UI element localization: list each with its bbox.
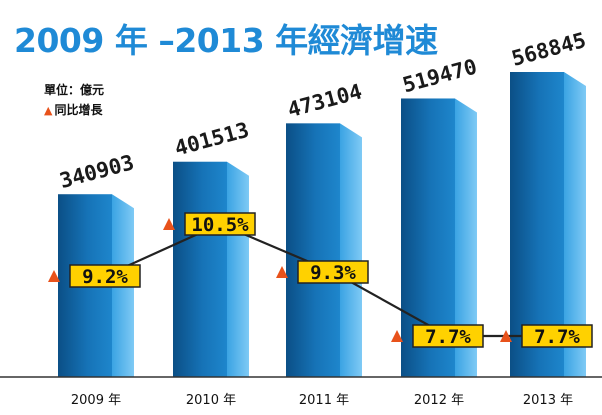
- x-tick-label-4: 2013 年: [523, 393, 573, 408]
- x-tick-label-0: 2009 年: [71, 393, 121, 408]
- legend: 單位：億元 ▲ 同比增長: [44, 80, 104, 121]
- chart-title: 2009 年 –2013 年經濟增速: [14, 21, 438, 60]
- growth-marker-4: [500, 330, 512, 342]
- value-label-2: 473104: [285, 79, 364, 122]
- value-label-4: 568845: [509, 28, 588, 71]
- bar-side-3: [455, 98, 477, 377]
- triangle-icon: ▲: [44, 104, 53, 117]
- value-label-1: 401513: [172, 118, 251, 161]
- x-tick-label-3: 2012 年: [414, 393, 464, 408]
- growth-box-2: [297, 260, 369, 284]
- bar-side-1: [227, 161, 249, 377]
- growth-marker-1: [163, 218, 175, 230]
- legend-growth: ▲ 同比增長: [44, 100, 104, 121]
- bar-2: [286, 123, 340, 377]
- bar-1: [173, 161, 227, 377]
- bar-side-4: [564, 72, 586, 377]
- unit-label: 單位：億元: [44, 83, 105, 97]
- growth-label-3: 7.7%: [425, 326, 471, 348]
- bar-side-2: [340, 123, 362, 377]
- growth-box-4: [521, 324, 593, 348]
- growth-label-2: 9.3%: [310, 262, 356, 284]
- x-tick-label-2: 2011 年: [299, 393, 349, 408]
- growth-label-1: 10.5%: [191, 214, 249, 236]
- growth-label-0: 9.2%: [82, 266, 128, 288]
- growth-marker-0: [48, 270, 60, 282]
- bars-layer: [58, 72, 586, 377]
- value-label-3: 519470: [400, 54, 479, 97]
- growth-marker-2: [276, 266, 288, 278]
- growth-box-3: [412, 324, 484, 348]
- growth-label-4: 7.7%: [534, 326, 580, 348]
- value-label-0: 340903: [57, 150, 136, 193]
- growth-layer: 9.2% 10.5% 9.3% 7.7% 7.7%: [48, 212, 593, 348]
- growth-box-1: [184, 212, 256, 236]
- legend-growth-label: 同比增長: [54, 103, 103, 117]
- growth-box-0: [69, 264, 141, 288]
- x-tick-label-1: 2010 年: [186, 393, 236, 408]
- growth-marker-3: [391, 330, 403, 342]
